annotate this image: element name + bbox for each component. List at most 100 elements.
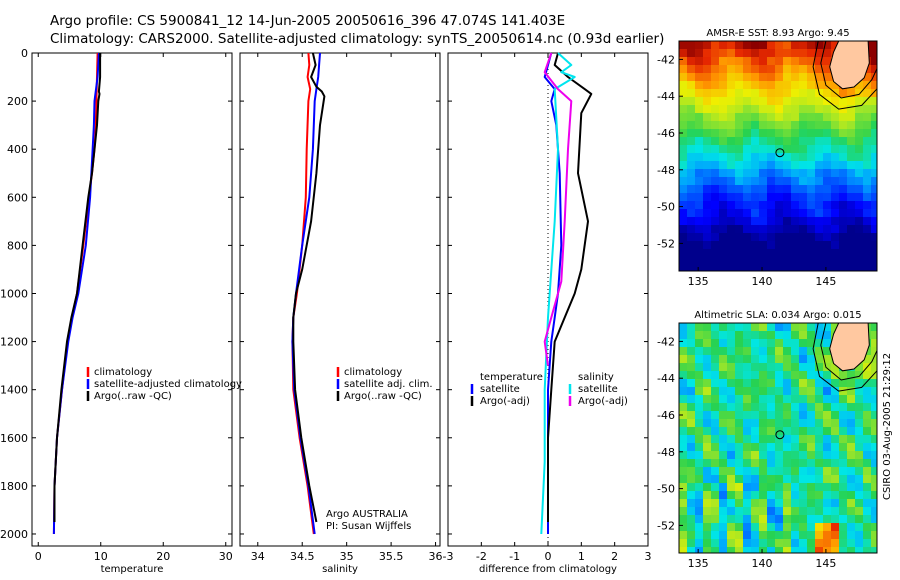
sla-map-field-cell <box>679 507 688 516</box>
sst-map-field-cell <box>719 257 728 266</box>
sst-map-field-cell <box>799 97 808 106</box>
sla-map-field-cell <box>871 547 878 554</box>
sla-map-field-cell <box>799 475 808 484</box>
sst-map-field-cell <box>767 153 776 162</box>
sla-map-field-cell <box>751 339 760 348</box>
sst-map-field-cell <box>807 257 816 266</box>
sla-map-field-cell <box>751 347 760 356</box>
sla-map-field-cell <box>751 515 760 524</box>
sst-map-field-cell <box>735 113 744 122</box>
sst-map-field-cell <box>767 137 776 146</box>
sst-map-field-cell <box>775 209 784 218</box>
sla-map-field-cell <box>703 363 712 372</box>
sst-map-field-cell <box>703 73 712 82</box>
sla-map-field-cell <box>687 507 696 516</box>
sst-map-field-cell <box>783 121 792 130</box>
sst-map-field-cell <box>839 265 848 272</box>
sla-map-field-cell <box>847 483 856 492</box>
sst-map-field-cell <box>783 105 792 114</box>
sst-map-field-cell <box>823 81 832 90</box>
sla-map-field-cell <box>775 475 784 484</box>
sst-map-field-cell <box>863 177 872 186</box>
sst-map-field-cell <box>823 153 832 162</box>
sst-map-field-cell <box>823 41 832 50</box>
sst-map-field-cell <box>687 73 696 82</box>
sst-map-field-cell <box>727 225 736 234</box>
sst-map-field-cell <box>791 153 800 162</box>
difference-series-salinity-satellite <box>540 52 576 535</box>
sla-map-field-cell <box>687 379 696 388</box>
sla-map-field-cell <box>703 531 712 540</box>
sla-map-field-cell <box>743 323 752 332</box>
sst-map-field-cell <box>871 225 878 234</box>
sla-map-field-cell <box>751 411 760 420</box>
sla-map-field-cell <box>855 459 864 468</box>
sst-map-field-cell <box>735 65 744 74</box>
sst-map-field-cell <box>711 105 720 114</box>
sst-map-field-cell <box>687 137 696 146</box>
sla-map-field-cell <box>703 515 712 524</box>
sla-map-field-cell <box>855 499 864 508</box>
sla-map-field-cell <box>847 435 856 444</box>
sst-map-field-cell <box>775 193 784 202</box>
sst-map-field-cell <box>799 185 808 194</box>
sla-map-field-cell <box>719 547 728 554</box>
temperature-ytick-label: 800 <box>7 239 28 252</box>
sst-map-field-cell <box>687 113 696 122</box>
sst-map-field-cell <box>703 89 712 98</box>
sst-map-field-cell <box>783 73 792 82</box>
sst-map-field-cell <box>767 145 776 154</box>
sla-map-field-cell <box>711 523 720 532</box>
sla-map-field-cell <box>711 331 720 340</box>
sla-map-field-cell <box>783 475 792 484</box>
sla-map-field-cell <box>727 547 736 554</box>
sst-map-field-cell <box>703 209 712 218</box>
sst-map-field-cell <box>743 201 752 210</box>
sla-map-field-cell <box>743 331 752 340</box>
sst-map-field-cell <box>767 41 776 50</box>
sla-map-field-cell <box>799 459 808 468</box>
sst-map-field-cell <box>711 169 720 178</box>
sla-map-field-cell <box>767 403 776 412</box>
sst-map-field-cell <box>871 105 878 114</box>
sst-map-field-cell <box>695 49 704 58</box>
sst-map-field-cell <box>807 105 816 114</box>
sla-map-field-cell <box>767 363 776 372</box>
sla-map-field-cell <box>839 411 848 420</box>
sst-map-field-cell <box>727 57 736 66</box>
sla-map-field-cell <box>791 451 800 460</box>
sst-map-field-cell <box>823 193 832 202</box>
sst-map-field-cell <box>783 97 792 106</box>
sla-map-field-cell <box>807 467 816 476</box>
sst-map-field-cell <box>759 177 768 186</box>
sst-map-field-cell <box>783 89 792 98</box>
sla-map-field-cell <box>735 323 744 332</box>
sst-map-field-cell <box>767 233 776 242</box>
sst-map-field-cell <box>687 185 696 194</box>
sla-map-field-cell <box>839 539 848 548</box>
sla-map-field-cell <box>679 483 688 492</box>
sla-map-field-cell <box>839 547 848 554</box>
sla-map-field-cell <box>743 483 752 492</box>
sst-map-field-cell <box>783 113 792 122</box>
sst-map-field-cell <box>703 233 712 242</box>
sla-map-field-cell <box>839 507 848 516</box>
sla-map-field-cell <box>767 459 776 468</box>
sla-map-field-cell <box>719 475 728 484</box>
sla-map-field-cell <box>791 419 800 428</box>
sst-map-field-cell <box>719 177 728 186</box>
sla-map-field-cell <box>855 467 864 476</box>
sla-map-field-cell <box>703 523 712 532</box>
sla-map-field-cell <box>695 547 704 554</box>
sst-map-field-cell <box>855 225 864 234</box>
sla-map-field-cell <box>687 435 696 444</box>
sst-map-field-cell <box>727 153 736 162</box>
sla-map-field-cell <box>775 395 784 404</box>
sst-map-field-cell <box>855 209 864 218</box>
sst-map-field-cell <box>871 257 878 266</box>
sla-map-field-cell <box>679 395 688 404</box>
sla-map-field-cell <box>815 467 824 476</box>
sla-map-field-cell <box>839 467 848 476</box>
sla-map-field-cell <box>711 475 720 484</box>
temperature-ytick-label: 2000 <box>0 528 28 541</box>
